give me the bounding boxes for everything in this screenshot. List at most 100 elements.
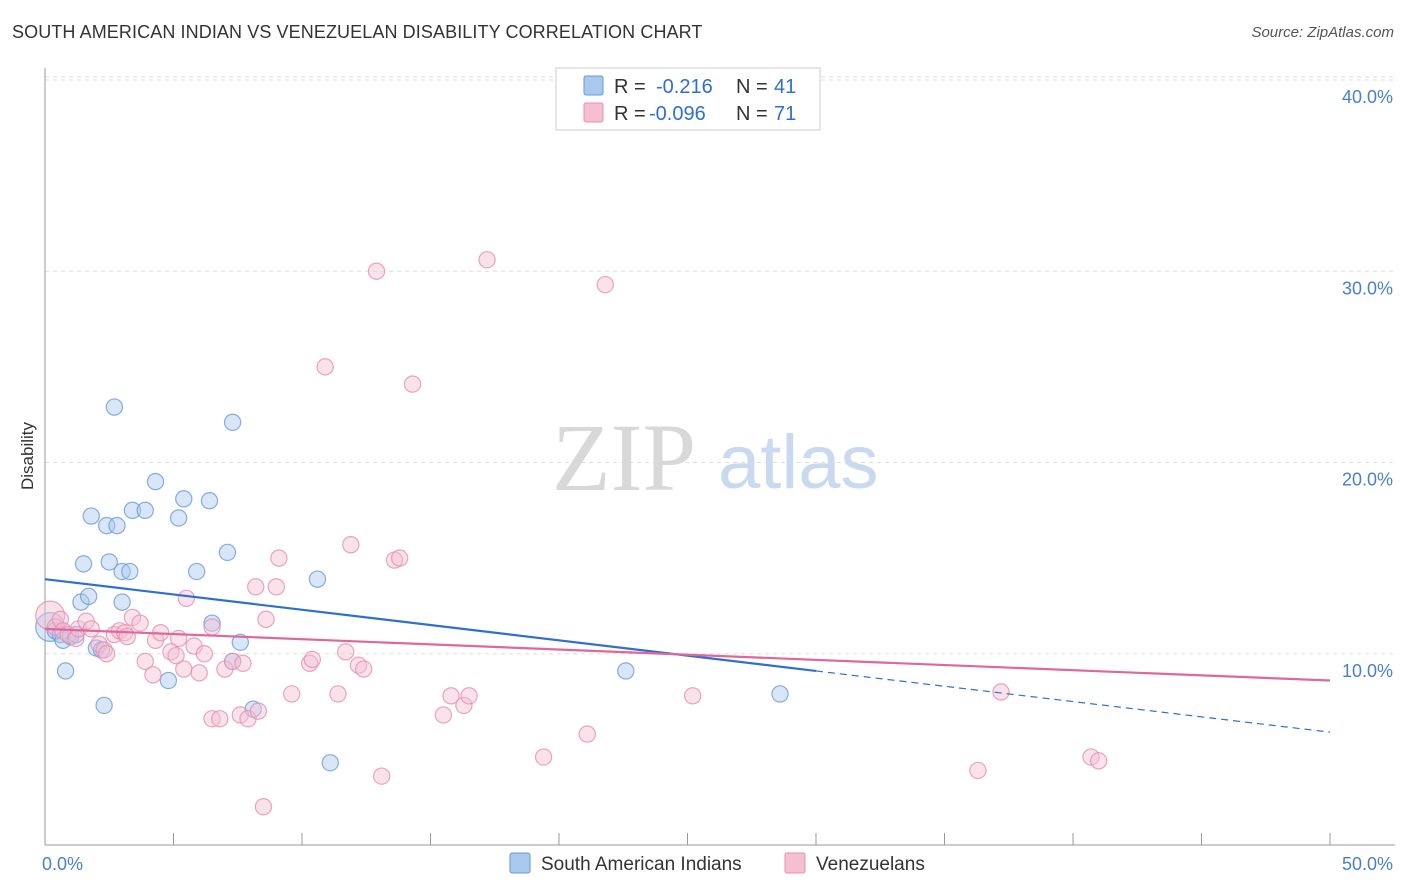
point-venezuelans [82, 620, 100, 638]
y-tick-labels: 10.0% 20.0% 30.0% 40.0% [1342, 87, 1393, 681]
legend: R = -0.216 N = 41 R = -0.096 N = 71 [555, 67, 821, 131]
point-venezuelans [167, 646, 185, 665]
y-axis-label: Disability [18, 421, 37, 490]
point-south-american-indians [169, 509, 188, 527]
point-venezuelans [136, 652, 154, 671]
point-south-american-indians [56, 662, 75, 680]
watermark-zip: ZIP [552, 404, 696, 511]
point-south-american-indians [95, 696, 113, 715]
point-venezuelans [442, 687, 460, 705]
point-venezuelans [177, 589, 196, 607]
point-south-american-indians [218, 543, 237, 562]
legend-r-value-2: -0.096 [649, 103, 706, 125]
point-south-american-indians [223, 413, 242, 432]
y-tick-label: 20.0% [1342, 470, 1393, 490]
trend-lines [44, 578, 1331, 733]
legend-swatch-venezuelans [583, 102, 604, 123]
point-venezuelans [144, 666, 162, 684]
point-south-american-indians [159, 671, 178, 690]
point-south-american-indians [175, 490, 193, 508]
point-venezuelans [403, 375, 422, 393]
point-venezuelans [969, 761, 987, 780]
legend-r-label-1: R = [614, 76, 646, 98]
point-venezuelans [131, 614, 149, 632]
point-venezuelans [247, 578, 265, 596]
point-venezuelans [257, 610, 275, 629]
axes [44, 68, 1395, 846]
point-venezuelans [578, 725, 596, 743]
legend-n-value-1: 41 [774, 76, 796, 98]
bottom-legend-swatch-south-american-indians [509, 852, 531, 874]
watermark: ZIP atlas [552, 404, 879, 511]
legend-n-label-2: N = [736, 103, 768, 125]
point-venezuelans [254, 798, 273, 816]
point-south-american-indians [113, 593, 131, 611]
point-venezuelans [372, 767, 391, 785]
legend-n-label-1: N = [736, 76, 768, 98]
point-venezuelans [190, 664, 208, 682]
point-venezuelans [460, 687, 478, 705]
legend-swatch-south-american-indians [583, 75, 604, 96]
point-venezuelans [354, 660, 373, 678]
legend-r-value-1: -0.216 [656, 76, 713, 98]
point-venezuelans [434, 706, 453, 724]
trend-line-south-american-indians-extrapolated [815, 670, 1331, 733]
trend-line-venezuelans [44, 627, 1331, 682]
point-venezuelans [203, 618, 221, 636]
point-venezuelans [478, 251, 496, 269]
point-venezuelans [195, 645, 214, 663]
point-venezuelans [211, 710, 229, 728]
chart-title: SOUTH AMERICAN INDIAN VS VENEZUELAN DISA… [12, 22, 703, 42]
y-tick-label: 40.0% [1342, 87, 1393, 107]
x-tick-label: 0.0% [42, 854, 83, 874]
point-venezuelans [367, 262, 386, 280]
point-south-american-indians [136, 501, 154, 520]
point-venezuelans [329, 685, 347, 703]
point-venezuelans [249, 702, 268, 720]
point-south-american-indians [82, 507, 100, 525]
point-south-american-indians [121, 562, 139, 581]
point-south-american-indians [105, 398, 124, 416]
gridlines [45, 76, 1395, 655]
point-south-american-indians [321, 754, 339, 772]
point-south-american-indians [617, 662, 635, 680]
bottom-legend: South American Indians Venezuelans [509, 852, 925, 875]
point-venezuelans [303, 650, 321, 669]
point-south-american-indians [187, 562, 206, 581]
bottom-legend-swatch-venezuelans [784, 852, 806, 874]
point-venezuelans [267, 578, 285, 596]
point-venezuelans [683, 687, 702, 705]
point-venezuelans [455, 696, 473, 715]
point-south-american-indians [308, 570, 327, 588]
point-south-american-indians [123, 501, 142, 520]
point-south-american-indians [100, 553, 118, 571]
y-tick-label: 30.0% [1342, 278, 1393, 298]
point-venezuelans [390, 549, 409, 567]
point-venezuelans [316, 358, 334, 376]
point-south-american-indians [231, 633, 250, 651]
point-south-american-indians [108, 516, 126, 535]
point-south-american-indians [200, 492, 219, 510]
point-south-american-indians [771, 685, 789, 703]
point-venezuelans [97, 645, 116, 663]
data-points [35, 251, 1108, 816]
bottom-legend-label-venezuelans: Venezuelans [816, 854, 925, 875]
point-south-american-indians [79, 587, 98, 606]
point-venezuelans [169, 629, 188, 648]
legend-n-value-2: 71 [774, 103, 796, 125]
point-venezuelans [992, 683, 1010, 701]
legend-r-label-2: R = [614, 103, 646, 125]
bottom-legend-label-south-american-indians: South American Indians [541, 854, 742, 875]
point-south-american-indians [74, 555, 93, 573]
point-venezuelans [534, 748, 553, 766]
y-tick-label: 10.0% [1342, 661, 1393, 681]
point-venezuelans [175, 660, 193, 678]
x-tick-label: 50.0% [1342, 854, 1393, 874]
point-venezuelans [270, 549, 288, 567]
point-venezuelans [336, 643, 355, 661]
point-south-american-indians [97, 516, 116, 535]
point-venezuelans [1089, 752, 1108, 770]
point-venezuelans [596, 275, 614, 294]
point-south-american-indians [146, 472, 165, 491]
